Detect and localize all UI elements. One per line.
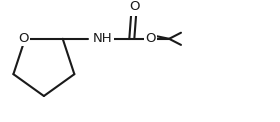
Text: O: O — [145, 32, 155, 45]
Text: O: O — [18, 32, 29, 45]
Text: NH: NH — [93, 32, 113, 45]
Text: O: O — [130, 0, 140, 13]
